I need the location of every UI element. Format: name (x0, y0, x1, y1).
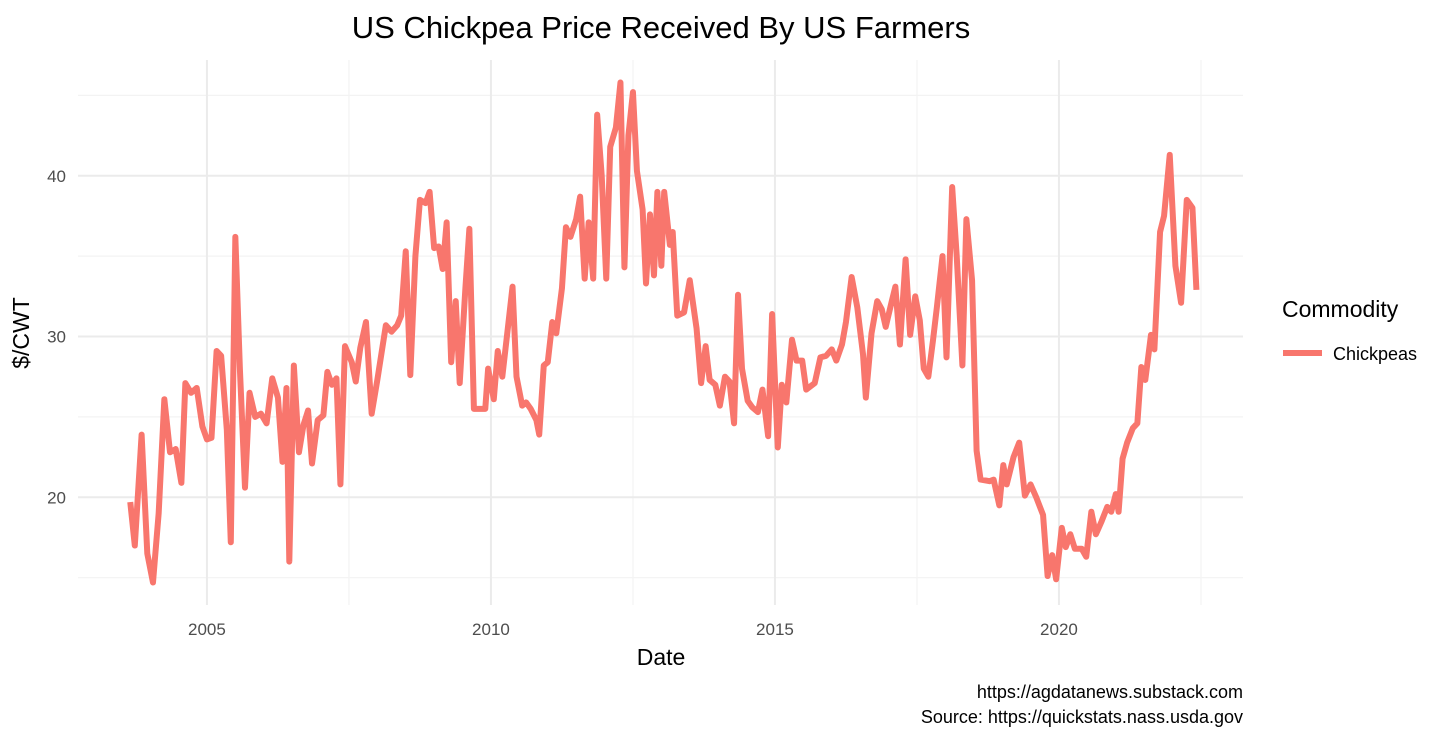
x-tick-label: 2005 (188, 620, 226, 639)
caption: Source: https://quickstats.nass.usda.gov (921, 707, 1243, 727)
y-tick-label: 20 (47, 488, 66, 507)
x-axis-label: Date (637, 644, 686, 670)
x-tick-label: 2010 (472, 620, 510, 639)
y-axis-label: $/CWT (8, 297, 34, 369)
legend-title: Commodity (1282, 296, 1399, 322)
caption: https://agdatanews.substack.com (977, 682, 1243, 702)
x-tick-label: 2020 (1040, 620, 1078, 639)
data-line (127, 79, 1200, 586)
legend-label: Chickpeas (1333, 344, 1417, 364)
chart-title: US Chickpea Price Received By US Farmers (352, 10, 970, 45)
y-tick-label: 30 (47, 328, 66, 347)
grid (78, 60, 1243, 605)
x-tick-label: 2015 (756, 620, 794, 639)
y-tick-label: 40 (47, 167, 66, 186)
